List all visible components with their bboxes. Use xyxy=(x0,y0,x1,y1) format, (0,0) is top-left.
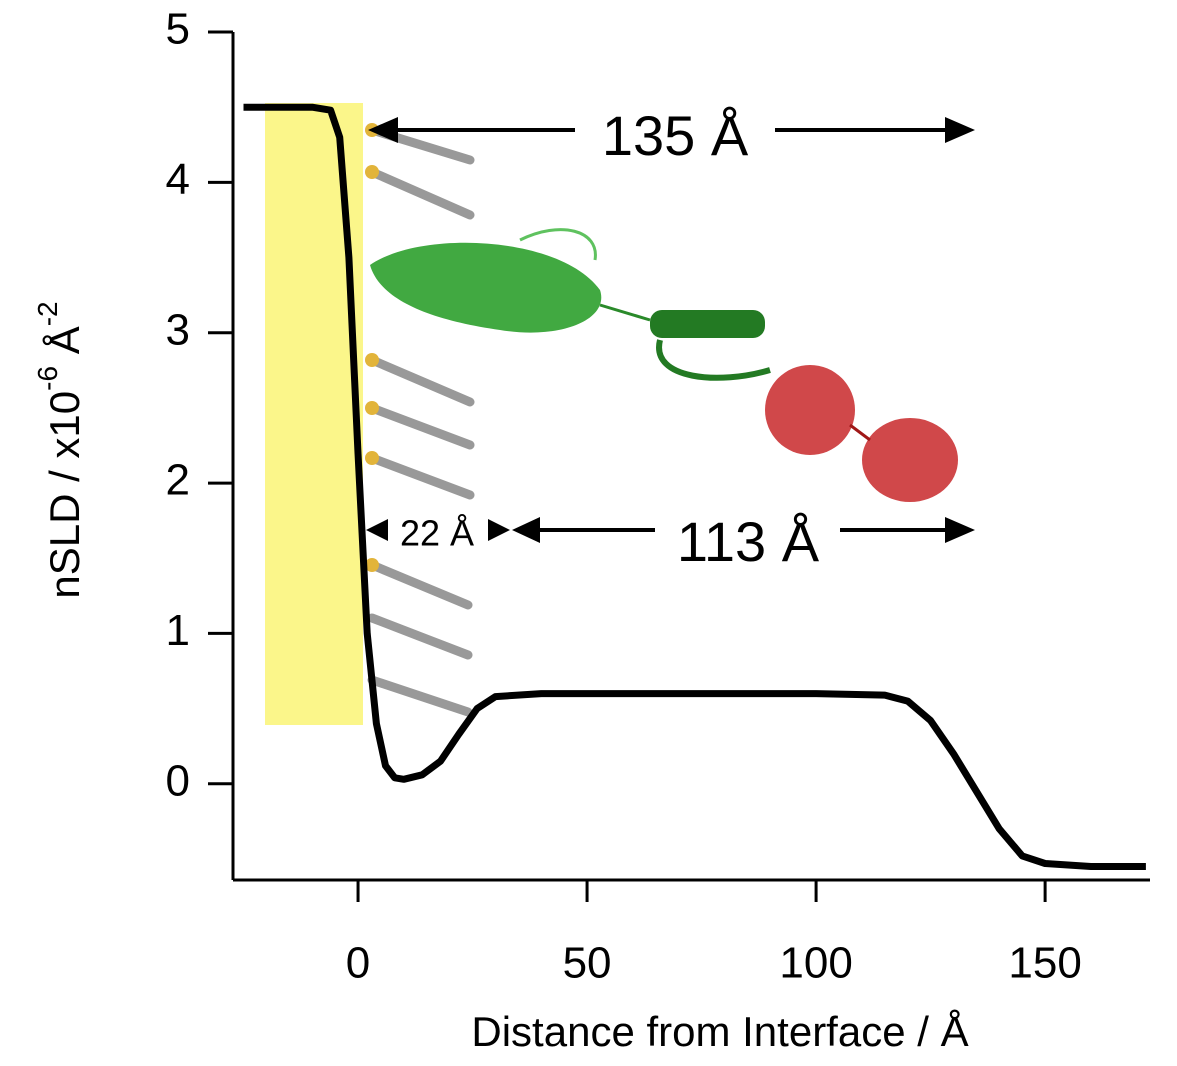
y-axis-title-exponent: -2 xyxy=(32,301,63,326)
x-tick-label: 50 xyxy=(563,939,612,988)
y-tick-label: 5 xyxy=(166,5,190,54)
y-axis-title: nSLD / x10-6 Å-2 xyxy=(32,301,88,598)
substrate-region xyxy=(265,103,363,725)
y-axis-title-unit: Å xyxy=(41,326,88,366)
y-axis-title-exponent: -6 xyxy=(32,366,63,391)
lipid-illustration xyxy=(367,125,475,717)
y-tick-label: 1 xyxy=(166,606,190,655)
profile-line xyxy=(243,103,1146,870)
annotation: 113 Å xyxy=(677,510,820,573)
y-tick-label: 2 xyxy=(166,456,190,505)
x-axis-title: Distance from Interface / Å xyxy=(471,1008,968,1055)
x-tick-label: 150 xyxy=(1008,939,1081,988)
x-tick-label: 100 xyxy=(779,939,852,988)
annotation: 22 Å xyxy=(400,513,474,554)
lipid-heads xyxy=(365,123,379,572)
annotation: 135 Å xyxy=(602,104,749,167)
x-tick-label: 0 xyxy=(346,939,370,988)
protein-illustration xyxy=(370,228,958,502)
dimension-arrows xyxy=(366,117,975,543)
y-axis-title-text: nSLD / x10 xyxy=(41,391,88,599)
y-tick-label: 3 xyxy=(166,305,190,354)
y-tick-label: 4 xyxy=(166,155,190,204)
y-tick-label: 0 xyxy=(166,756,190,805)
